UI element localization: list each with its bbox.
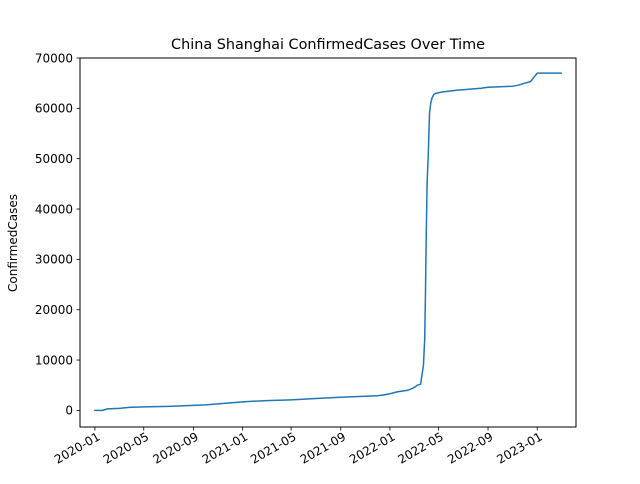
x-tick-label: 2022-09	[445, 429, 495, 466]
x-tick-label: 2020-01	[52, 429, 102, 466]
plot-frame	[79, 57, 577, 428]
y-tick-label: 20000	[35, 303, 73, 317]
y-tick-label: 50000	[35, 152, 73, 166]
x-tick-label: 2022-01	[347, 429, 397, 466]
x-tick-label: 2021-05	[248, 429, 298, 466]
x-tick-label: 2023-01	[494, 429, 544, 466]
y-tick-label: 0	[65, 404, 73, 418]
y-tick-label: 30000	[35, 253, 73, 267]
x-tick-label: 2021-09	[298, 429, 348, 466]
series-line-0	[94, 72, 562, 412]
y-tick-label: 60000	[35, 102, 73, 116]
plot-area	[94, 72, 562, 412]
y-tick-label: 40000	[35, 202, 73, 216]
x-tick-label: 2021-01	[200, 429, 250, 466]
y-axis-label: ConfirmedCases	[6, 194, 20, 292]
x-tick-label: 2020-05	[101, 429, 151, 466]
y-tick-label: 70000	[35, 51, 73, 65]
chart-title: China Shanghai ConfirmedCases Over Time	[171, 37, 485, 53]
x-tick-label: 2022-05	[395, 429, 445, 466]
x-tick-label: 2020-09	[150, 429, 200, 466]
y-axis-ticks: 0 10000 20000 30000 40000 50000 60000 70000	[35, 51, 80, 418]
y-tick-label: 10000	[35, 353, 73, 367]
